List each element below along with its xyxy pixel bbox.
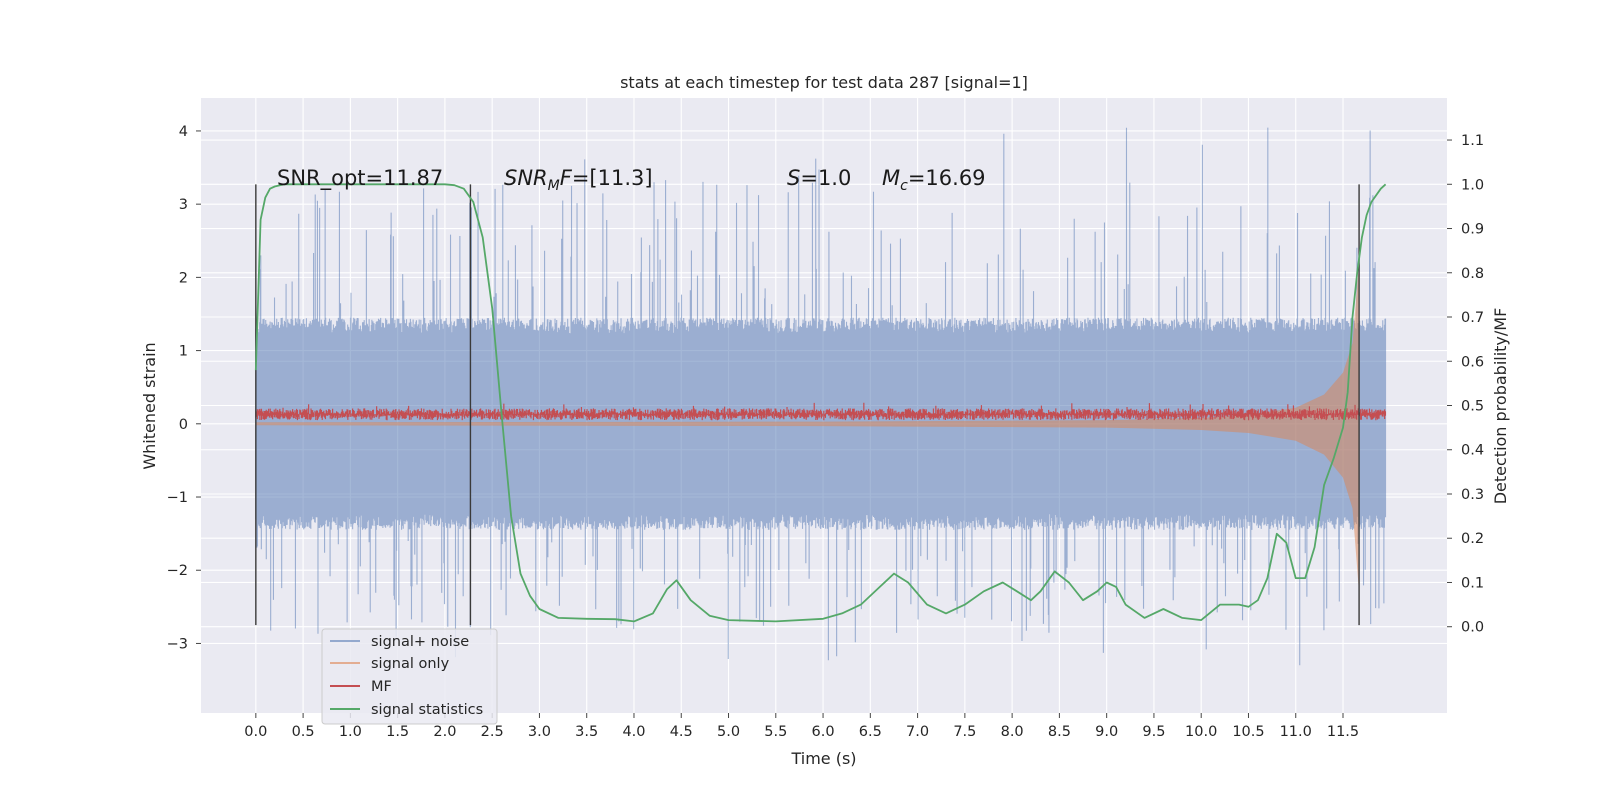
x-tick-label: 11.0	[1280, 724, 1312, 740]
right-tick-label: 0.0	[1461, 620, 1484, 636]
left-tick-label: 3	[179, 197, 188, 213]
left-tick-label: −1	[167, 490, 188, 506]
legend-box	[321, 628, 498, 725]
annotation-snr-mf-symbol: SNR	[504, 166, 548, 190]
right-tick-label: 0.2	[1461, 531, 1484, 547]
legend-label-mf: MF	[371, 679, 392, 695]
left-tick-label: −2	[167, 563, 188, 579]
right-tick-label: 0.7	[1461, 310, 1484, 326]
right-tick-label: 0.3	[1461, 487, 1484, 503]
annotation-snr-mf-value: =[11.3]	[572, 166, 653, 190]
x-tick-label: 8.5	[1048, 724, 1071, 740]
x-tick-label: 10.5	[1232, 724, 1264, 740]
x-tick-label: 7.5	[953, 724, 976, 740]
x-tick-label: 1.5	[386, 724, 409, 740]
x-tick-label: 8.0	[1001, 724, 1024, 740]
annotation-mc-symbol: M	[882, 166, 900, 190]
x-tick-label: 1.0	[339, 724, 362, 740]
x-tick-label: 10.0	[1185, 724, 1217, 740]
right-tick-label: 1.0	[1461, 177, 1484, 193]
right-tick-label: 0.5	[1461, 399, 1484, 415]
right-tick-label: 0.4	[1461, 443, 1484, 459]
series-layer	[254, 127, 1387, 666]
x-tick-label: 2.0	[433, 724, 456, 740]
legend-label-signal-statistics: signal statistics	[371, 702, 483, 718]
left-tick-label: 2	[179, 270, 188, 286]
annotation-s: S=1.0	[787, 166, 851, 190]
annotation-mc: Mc=16.69	[882, 166, 986, 194]
x-tick-label: 6.5	[859, 724, 882, 740]
left-tick-label: −3	[167, 636, 188, 652]
x-tick-label: 0.5	[292, 724, 315, 740]
x-tick-label: 7.0	[906, 724, 929, 740]
x-tick-label: 11.5	[1327, 724, 1359, 740]
annotation-snr-mf-f: F	[560, 166, 573, 190]
right-axis-label: Detection probability/MF	[1491, 308, 1510, 505]
annotation-snr-mf: SNRMF=[11.3]	[504, 166, 653, 194]
x-tick-label: 3.0	[528, 724, 551, 740]
x-tick-label: 5.0	[717, 724, 740, 740]
annotation-mc-subscript: c	[900, 178, 908, 194]
series-signal-statistics	[254, 183, 1387, 623]
x-axis-label: Time (s)	[790, 749, 856, 768]
right-tick-label: 0.8	[1461, 266, 1484, 282]
right-axis-ticks: 1.1 1.0 0.9 0.8 0.7 0.6 0.5 0.4 0.3 0.2 0.1 0.0	[1447, 133, 1484, 636]
x-tick-label: 4.0	[622, 724, 645, 740]
annotation-s-symbol: S	[787, 166, 800, 190]
x-tick-label: 3.5	[575, 724, 598, 740]
annotation-snr-opt: SNR_opt=11.87	[277, 166, 443, 191]
chart-title: stats at each timestep for test data 287…	[620, 73, 1028, 92]
left-axis-ticks: 4 3 2 1 0 −1 −2 −3	[167, 124, 201, 652]
left-axis-label: Whitened strain	[140, 342, 159, 469]
x-tick-label: 0.0	[244, 724, 267, 740]
annotation-s-value: =1.0	[800, 166, 851, 190]
legend-label-signal-noise: signal+ noise	[371, 634, 469, 650]
right-tick-label: 0.1	[1461, 575, 1484, 591]
x-tick-label: 6.0	[812, 724, 835, 740]
legend: signal+ noise signal only MF signal stat…	[321, 628, 498, 725]
right-tick-label: 0.9	[1461, 222, 1484, 238]
x-tick-label: 4.5	[670, 724, 693, 740]
left-tick-label: 0	[179, 417, 188, 433]
annotation-snr-mf-subscript: M	[548, 178, 560, 194]
x-axis-ticks: 0.0 0.5 1.0 1.5 2.0 2.5 3.0 3.5 4.0 4.5 5.0 5.5 6.0 6…	[244, 713, 1359, 740]
left-tick-label: 4	[179, 124, 188, 140]
legend-label-signal-only: signal only	[371, 656, 450, 672]
series-signal-only	[255, 262, 1360, 593]
x-tick-label: 5.5	[764, 724, 787, 740]
right-tick-label: 0.6	[1461, 354, 1484, 370]
annotation-mc-value: =16.69	[908, 166, 986, 190]
right-tick-label: 1.1	[1461, 133, 1484, 149]
x-tick-label: 9.5	[1142, 724, 1165, 740]
x-tick-label: 9.0	[1095, 724, 1118, 740]
left-tick-label: 1	[179, 344, 188, 360]
x-tick-label: 2.5	[481, 724, 504, 740]
